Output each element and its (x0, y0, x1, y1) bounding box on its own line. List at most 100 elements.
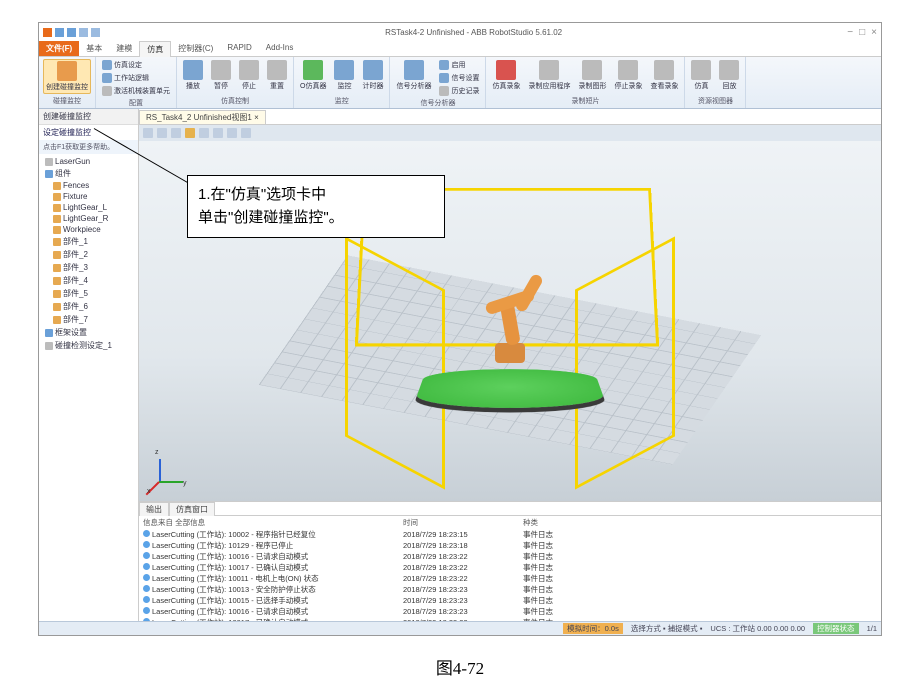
ribbon-button[interactable]: 信号分析器 (394, 59, 433, 92)
tree-item[interactable]: Fences (41, 180, 136, 191)
tree-item[interactable]: 部件_4 (41, 274, 136, 287)
tab-Add-Ins[interactable]: Add-Ins (259, 41, 301, 57)
ribbon-button[interactable]: 停止录象 (612, 59, 644, 92)
tree-item[interactable]: LaserGun (41, 156, 136, 167)
tab-file[interactable]: 文件(F) (39, 41, 79, 56)
maximize-button[interactable]: □ (859, 27, 865, 38)
col-time: 时间 (403, 517, 523, 528)
minimize-button[interactable]: − (847, 27, 853, 38)
tree-item[interactable]: 碰撞检测设定_1 (41, 339, 136, 352)
sidebar-section-collision[interactable]: 创建碰撞监控 (39, 109, 138, 125)
output-cat: 事件日志 (523, 529, 603, 540)
output-tab-sim[interactable]: 仿真窗口 (169, 502, 215, 516)
tree-item[interactable]: 部件_7 (41, 313, 136, 326)
vp-tool-icon[interactable] (157, 128, 167, 138)
status-ratio: 1/1 (867, 624, 877, 633)
ribbon-button[interactable]: 录制图形 (576, 59, 608, 92)
tree-icon (53, 290, 61, 298)
tree-label: LightGear_L (63, 203, 107, 212)
ribbon-button[interactable]: 计时器 (360, 59, 385, 92)
vp-tool-icon[interactable] (143, 128, 153, 138)
tree-item[interactable]: LightGear_L (41, 202, 136, 213)
tree-item[interactable]: 部件_3 (41, 261, 136, 274)
ribbon-button[interactable]: 仿真设定 (100, 59, 172, 71)
qat-save-icon[interactable] (43, 28, 52, 37)
client-area: 创建碰撞监控 设定碰撞监控 点击F1获取更多帮助。 LaserGun组件Fenc… (39, 109, 881, 621)
callout-line2: 单击"创建碰撞监控"。 (198, 207, 434, 230)
output-tab-output[interactable]: 输出 (139, 502, 169, 516)
axis-z-label: z (155, 449, 159, 456)
ribbon-button[interactable]: 查看录象 (648, 59, 680, 92)
instruction-callout: 1.在"仿真"选项卡中 单击"创建碰撞监控"。 (187, 175, 445, 238)
tree-item[interactable]: 部件_5 (41, 287, 136, 300)
ribbon-button[interactable]: 监控 (332, 59, 356, 92)
tree-item[interactable]: 框架设置 (41, 326, 136, 339)
vp-tool-icon[interactable] (199, 128, 209, 138)
qat-tool-icon[interactable] (91, 28, 100, 37)
tree-item[interactable]: 部件_6 (41, 300, 136, 313)
output-body[interactable]: LaserCutting (工作站): 10002 - 程序指针已经复位2018… (139, 529, 881, 621)
ribbon-button[interactable]: 信号设置 (437, 72, 481, 84)
ribbon-button[interactable]: 回放 (717, 59, 741, 92)
ribbon-group-label: 碰撞监控 (43, 95, 91, 106)
ribbon-icon (539, 60, 559, 80)
tree-item[interactable]: 组件 (41, 167, 136, 180)
ribbon-button[interactable]: O仿真器 (298, 59, 328, 92)
tree-item[interactable]: LightGear_R (41, 213, 136, 224)
vp-tool-icon[interactable] (213, 128, 223, 138)
ribbon-button[interactable]: 激活机械装置单元 (100, 85, 172, 97)
tree-label: Workpiece (63, 225, 101, 234)
output-row[interactable]: LaserCutting (工作站): 10015 - 已选择手动模式2018/… (139, 595, 881, 606)
close-icon[interactable]: × (254, 113, 259, 122)
ribbon-button[interactable]: 仿真录象 (490, 59, 522, 92)
vp-tool-icon[interactable] (185, 128, 195, 138)
tree-item[interactable]: Fixture (41, 191, 136, 202)
output-row[interactable]: LaserCutting (工作站): 10002 - 程序指针已经复位2018… (139, 529, 881, 540)
tree-label: Fences (63, 181, 89, 190)
status-ctrl: 控制器状态 (813, 623, 859, 634)
output-row[interactable]: LaserCutting (工作站): 10129 - 程序已停止2018/7/… (139, 540, 881, 551)
ribbon-button[interactable]: 重置 (265, 59, 289, 92)
output-row[interactable]: LaserCutting (工作站): 10016 - 已请求自动模式2018/… (139, 606, 881, 617)
ribbon-button[interactable]: 停止 (237, 59, 261, 92)
tab-RAPID[interactable]: RAPID (220, 41, 258, 57)
ribbon-label: 停止录象 (614, 81, 642, 91)
ribbon-button[interactable]: 工作站逻辑 (100, 72, 172, 84)
qat-undo-icon[interactable] (55, 28, 64, 37)
document-tab[interactable]: RS_Task4_2 Unfinished视图1 × (139, 110, 266, 124)
tab-建模[interactable]: 建模 (109, 41, 139, 57)
axis-x-label: x (147, 488, 151, 495)
close-button[interactable]: × (871, 27, 877, 38)
ribbon-button[interactable]: 启用 (437, 59, 481, 71)
output-row[interactable]: LaserCutting (工作站): 10011 - 电机上电(ON) 状态2… (139, 573, 881, 584)
ribbon-button[interactable]: 录制应用程序 (526, 59, 572, 92)
output-row[interactable]: LaserCutting (工作站): 10017 - 已确认自动模式2018/… (139, 562, 881, 573)
output-row[interactable]: LaserCutting (工作站): 10016 - 已请求自动模式2018/… (139, 551, 881, 562)
vp-tool-icon[interactable] (171, 128, 181, 138)
vp-tool-icon[interactable] (241, 128, 251, 138)
tab-控制器(C)[interactable]: 控制器(C) (171, 41, 220, 57)
ribbon-button[interactable]: 历史记录 (437, 85, 481, 97)
output-row[interactable]: LaserCutting (工作站): 10013 - 安全防护停止状态2018… (139, 584, 881, 595)
ribbon-button[interactable]: 创建碰撞监控 (43, 59, 91, 94)
ribbon-button[interactable]: 暂停 (209, 59, 233, 92)
vp-tool-icon[interactable] (227, 128, 237, 138)
tab-基本[interactable]: 基本 (79, 41, 109, 57)
tree-label: 部件_6 (63, 301, 88, 312)
ribbon-button[interactable]: 播放 (181, 59, 205, 92)
qat-redo-icon[interactable] (67, 28, 76, 37)
sidebar-link-config[interactable]: 设定碰撞监控 (39, 125, 138, 140)
tree-item[interactable]: 部件_1 (41, 235, 136, 248)
ribbon-label: 信号分析器 (396, 81, 431, 91)
output-tabs: 输出 仿真窗口 (139, 502, 881, 516)
ribbon-button[interactable]: 仿真 (689, 59, 713, 92)
output-row[interactable]: LaserCutting (工作站): 10017 - 已确认自动模式2018/… (139, 617, 881, 621)
qat-tool-icon[interactable] (79, 28, 88, 37)
ribbon-label: 启用 (451, 60, 465, 70)
tree-item[interactable]: 部件_2 (41, 248, 136, 261)
tree-icon (53, 251, 61, 259)
ribbon-label: 查看录象 (650, 81, 678, 91)
tab-仿真[interactable]: 仿真 (139, 41, 171, 57)
info-icon (143, 596, 150, 603)
tree-item[interactable]: Workpiece (41, 224, 136, 235)
